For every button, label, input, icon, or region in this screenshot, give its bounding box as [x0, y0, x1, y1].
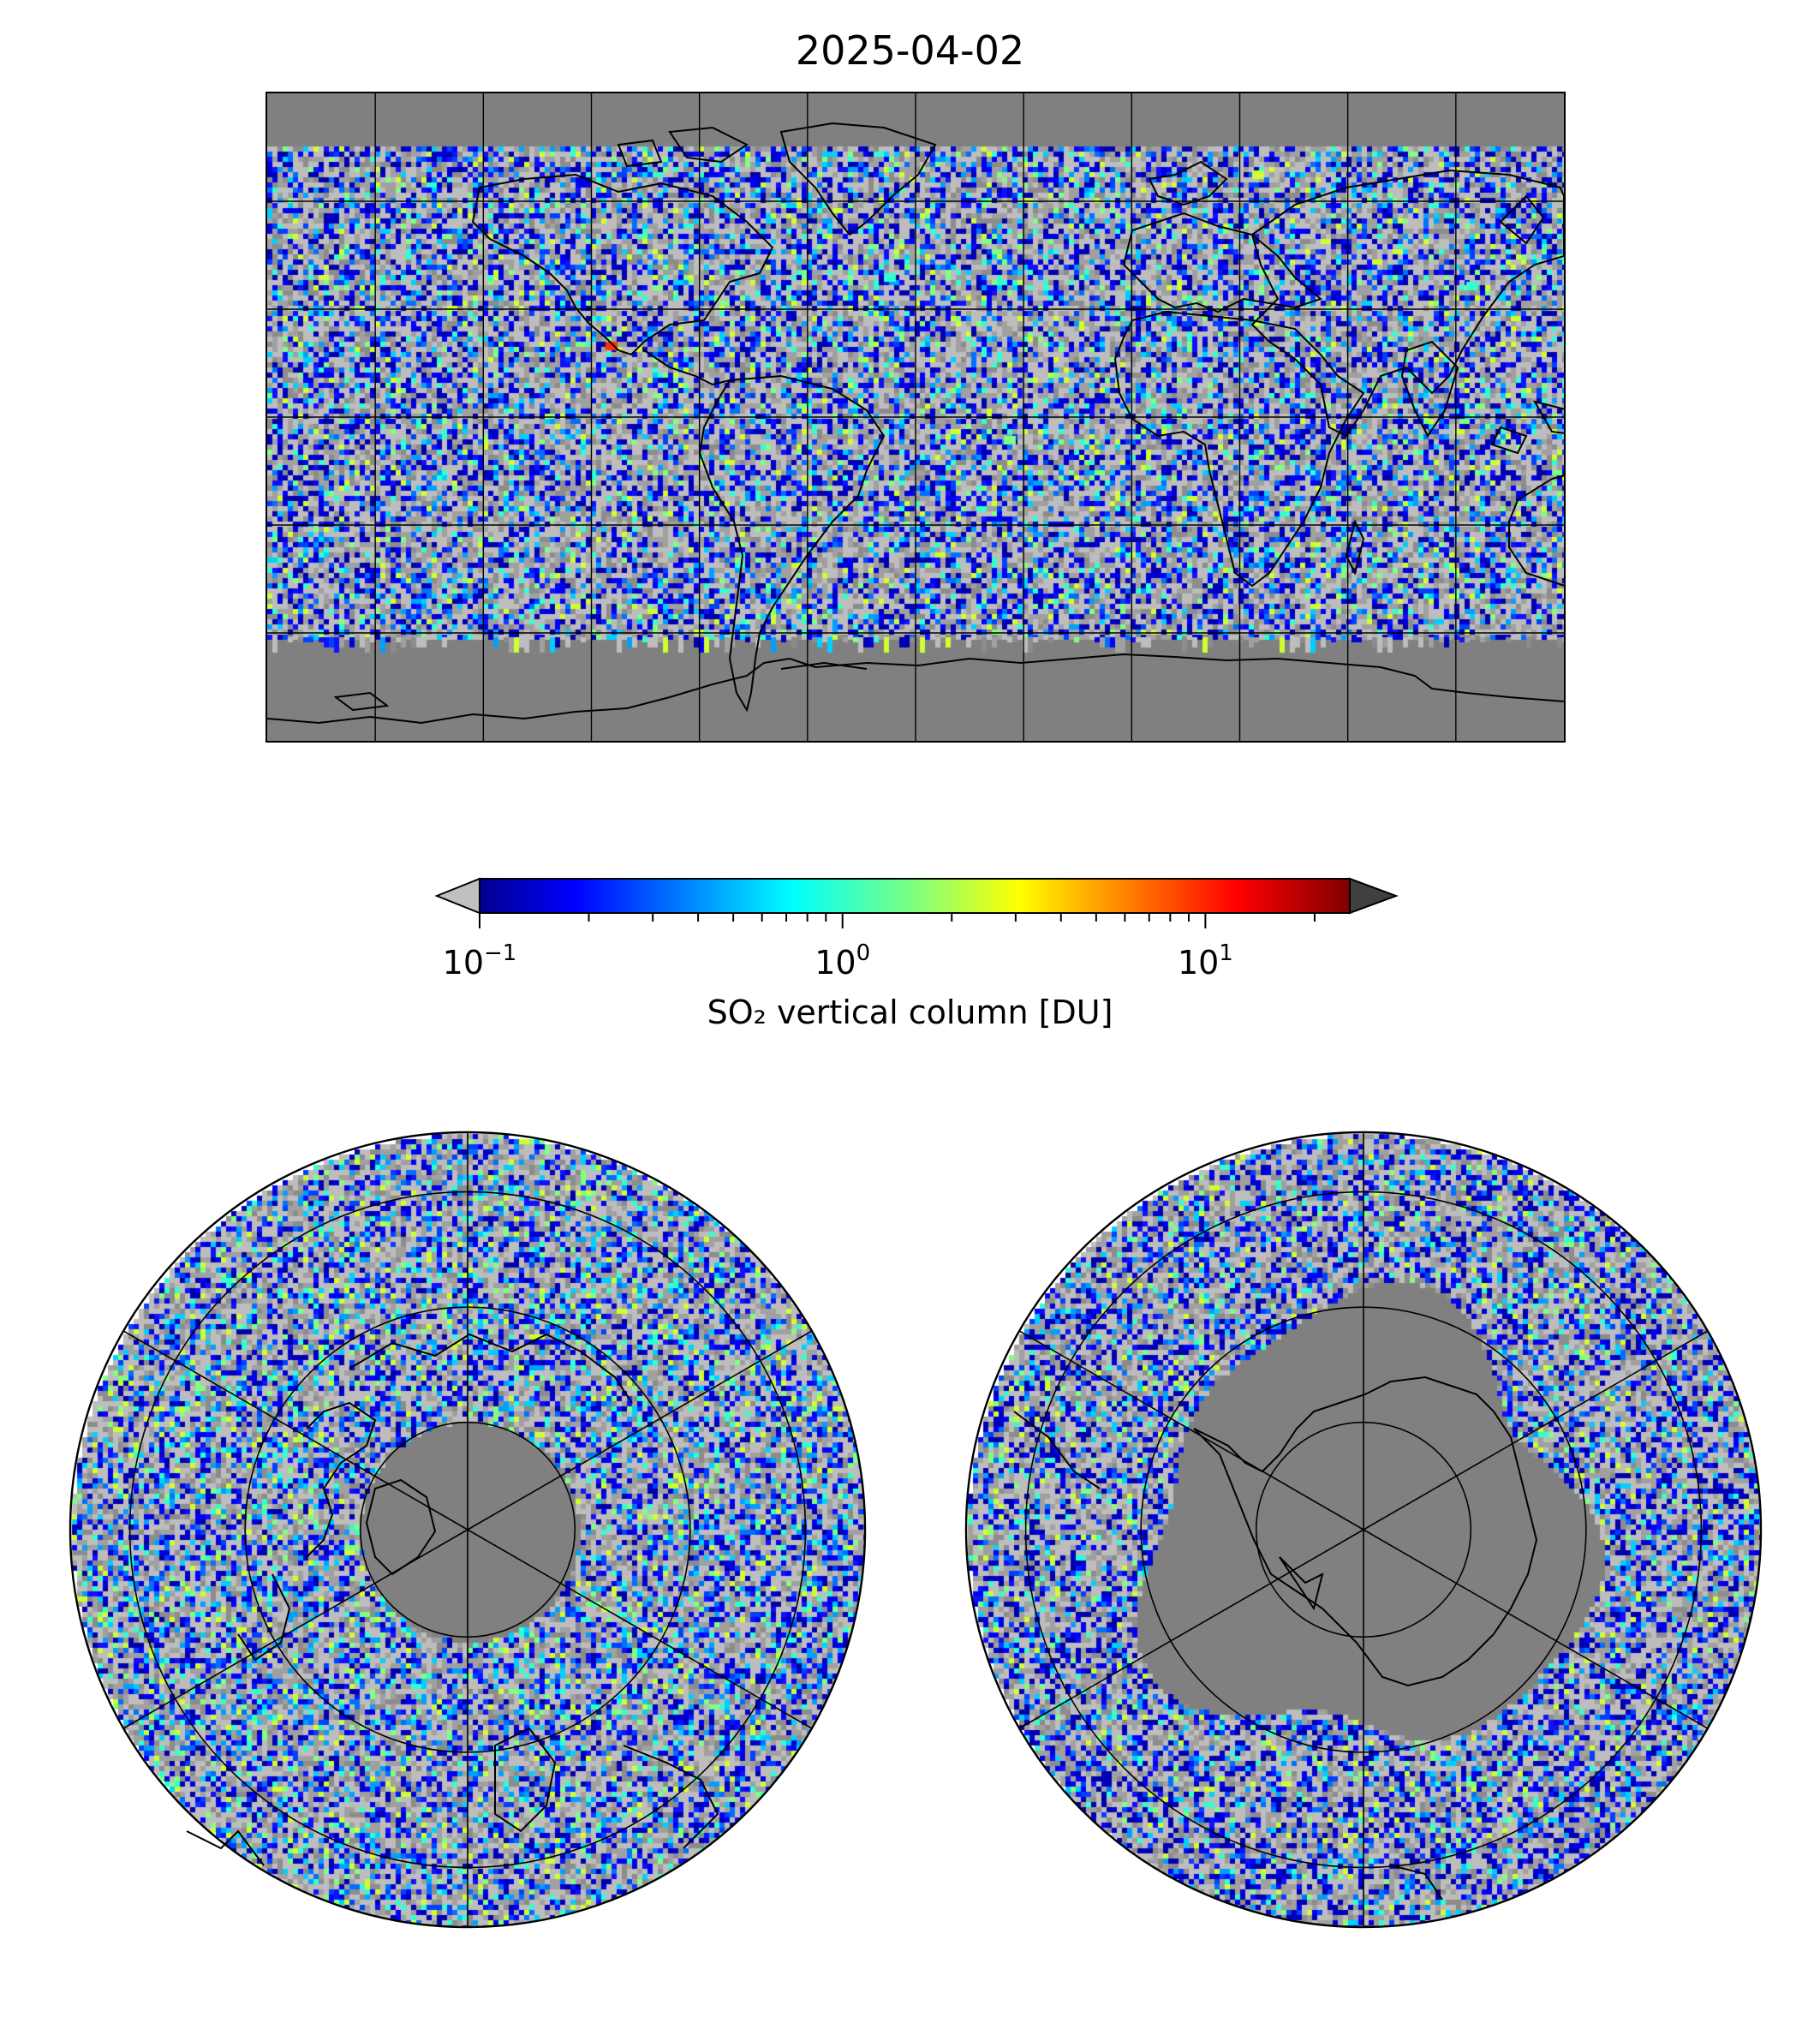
- north-polar-map: [67, 1129, 868, 1931]
- colorbar-label: SO₂ vertical column [DU]: [707, 994, 1113, 1031]
- coast-africa: [1113, 310, 1365, 588]
- colorbar-tick-label: 100: [815, 940, 871, 982]
- coast-greenland: [779, 122, 937, 236]
- coast-south-america: [698, 374, 886, 713]
- coast-australia: [1508, 474, 1564, 587]
- antarctica-coastline: [1013, 1376, 1538, 1901]
- meridian-line: [122, 1330, 468, 1531]
- coastlines: [267, 122, 1564, 725]
- global-map-panel: [266, 92, 1566, 743]
- colorbar-under-extension: [434, 877, 480, 915]
- colorbar-over-extension: [1349, 877, 1399, 915]
- coast-europe: [1122, 212, 1323, 313]
- colorbar-tick-label: 101: [1177, 940, 1233, 982]
- meridian-line: [1018, 1529, 1364, 1729]
- north-coastlines: [186, 1333, 719, 1866]
- meridian-line: [1363, 1529, 1709, 1729]
- coast-north-america: [471, 173, 774, 356]
- figure-title: 2025-04-02: [795, 27, 1025, 74]
- meridian-line: [122, 1529, 468, 1729]
- colorbar-ticks: [479, 913, 1316, 928]
- global-map-overlay: [267, 93, 1564, 741]
- meridian-line: [1363, 1330, 1709, 1531]
- colorbar-gradient: [479, 878, 1351, 914]
- coast-asia: [1250, 169, 1564, 438]
- colorbar-tick-label: 10−1: [442, 940, 517, 982]
- coast-antarctica: [267, 653, 1564, 725]
- meridian-line: [1018, 1330, 1364, 1531]
- south-polar-overlay: [964, 1131, 1763, 1929]
- north-polar-overlay: [69, 1131, 867, 1929]
- colorbar: [434, 877, 1399, 928]
- global-gridlines: [267, 93, 1564, 741]
- meridian-line: [467, 1529, 813, 1729]
- south-polar-map: [963, 1129, 1764, 1931]
- meridian-line: [467, 1330, 813, 1531]
